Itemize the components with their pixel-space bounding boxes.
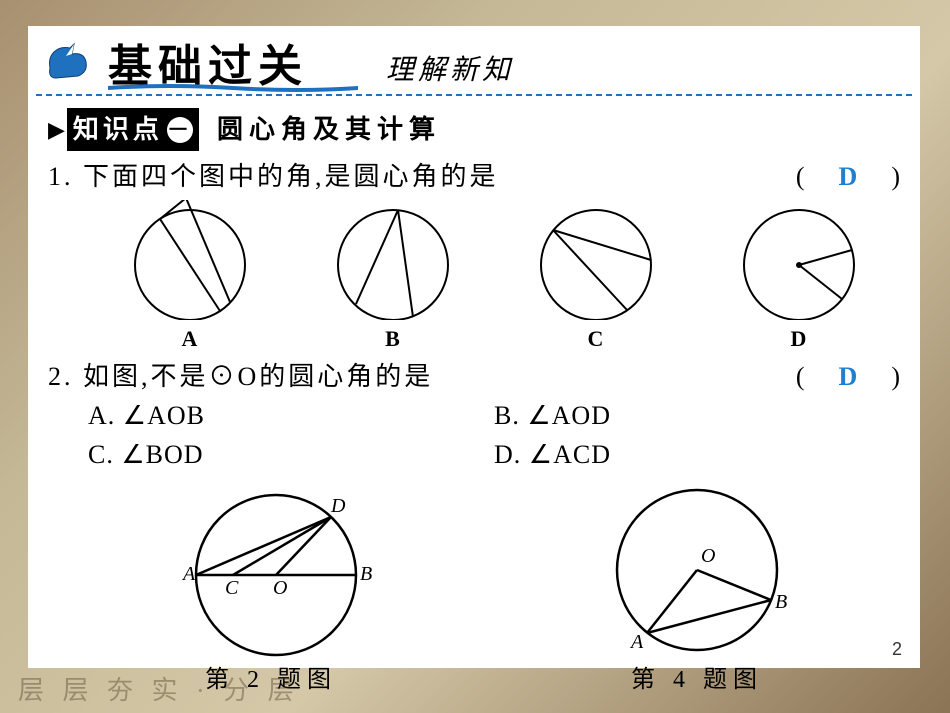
bottom-figures: A B C O D 第 2 题图 O A <box>48 480 900 698</box>
knowledge-point-badge: 知识点 一 <box>67 108 199 151</box>
q1-fig-A: A <box>125 200 255 355</box>
fig-q4: O A B 第 4 题图 <box>567 480 827 698</box>
svg-text:C: C <box>225 577 239 599</box>
q2-opt-D: D. ∠ACD <box>494 435 900 474</box>
q2-options: A. ∠AOB B. ∠AOD C. ∠BOD D. ∠ACD <box>88 396 900 474</box>
q1-answer: D <box>831 162 866 191</box>
title-underline <box>108 82 358 94</box>
page-number: 2 <box>892 639 902 660</box>
q2-row: 2. 如图,不是⊙O的圆心角的是 ( D ) <box>48 357 900 396</box>
q2-opt-B: B. ∠AOD <box>494 396 900 435</box>
scroll-icon <box>44 38 92 86</box>
q1-label-D: D <box>734 322 864 355</box>
svg-text:D: D <box>330 495 346 517</box>
svg-text:O: O <box>701 545 715 567</box>
q2-answer-paren: ( D ) <box>796 357 900 396</box>
svg-text:O: O <box>273 577 287 599</box>
header: 基础过关 理解新知 <box>36 26 912 96</box>
q1-label-C: C <box>531 322 661 355</box>
q1-text: 1. 下面四个图中的角,是圆心角的是 <box>48 157 499 196</box>
q2-answer: D <box>831 362 866 391</box>
svg-text:A: A <box>629 631 644 653</box>
q1-label-A: A <box>125 322 255 355</box>
fig4-caption: 第 4 题图 <box>567 662 827 698</box>
title-sub: 理解新知 <box>386 48 514 88</box>
kp-label: 知识点 <box>73 110 163 149</box>
kp-title: 圆心角及其计算 <box>217 110 441 149</box>
q1-fig-B: B <box>328 200 458 355</box>
triangle-icon: ▶ <box>48 113 65 146</box>
q1-figures: A B C <box>88 200 900 355</box>
svg-text:B: B <box>360 563 372 585</box>
content: ▶ 知识点 一 圆心角及其计算 1. 下面四个图中的角,是圆心角的是 ( D ) <box>28 96 920 698</box>
q1-num: 1. <box>48 162 74 191</box>
q1-fig-C: C <box>531 200 661 355</box>
kp-num: 一 <box>167 117 193 143</box>
svg-text:B: B <box>775 591 787 613</box>
fig-q2: A B C O D 第 2 题图 <box>121 480 421 698</box>
svg-text:A: A <box>181 563 196 585</box>
q2-text: 2. 如图,不是⊙O的圆心角的是 <box>48 357 433 396</box>
q1-stem: 下面四个图中的角,是圆心角的是 <box>83 162 499 191</box>
q2-stem: 如图,不是⊙O的圆心角的是 <box>83 362 433 391</box>
slide-page: 基础过关 理解新知 ▶ 知识点 一 圆心角及其计算 1. 下面四个图中的角,是圆… <box>28 26 920 668</box>
q1-row: 1. 下面四个图中的角,是圆心角的是 ( D ) <box>48 157 900 196</box>
knowledge-point-row: ▶ 知识点 一 圆心角及其计算 <box>48 108 900 151</box>
watermark: 层 层 夯 实 · 分 层 <box>18 670 300 707</box>
q1-answer-paren: ( D ) <box>796 157 900 196</box>
q2-num: 2. <box>48 362 74 391</box>
q1-fig-D: D <box>734 200 864 355</box>
q2-opt-C: C. ∠BOD <box>88 435 494 474</box>
q2-opt-A: A. ∠AOB <box>88 396 494 435</box>
q1-label-B: B <box>328 322 458 355</box>
